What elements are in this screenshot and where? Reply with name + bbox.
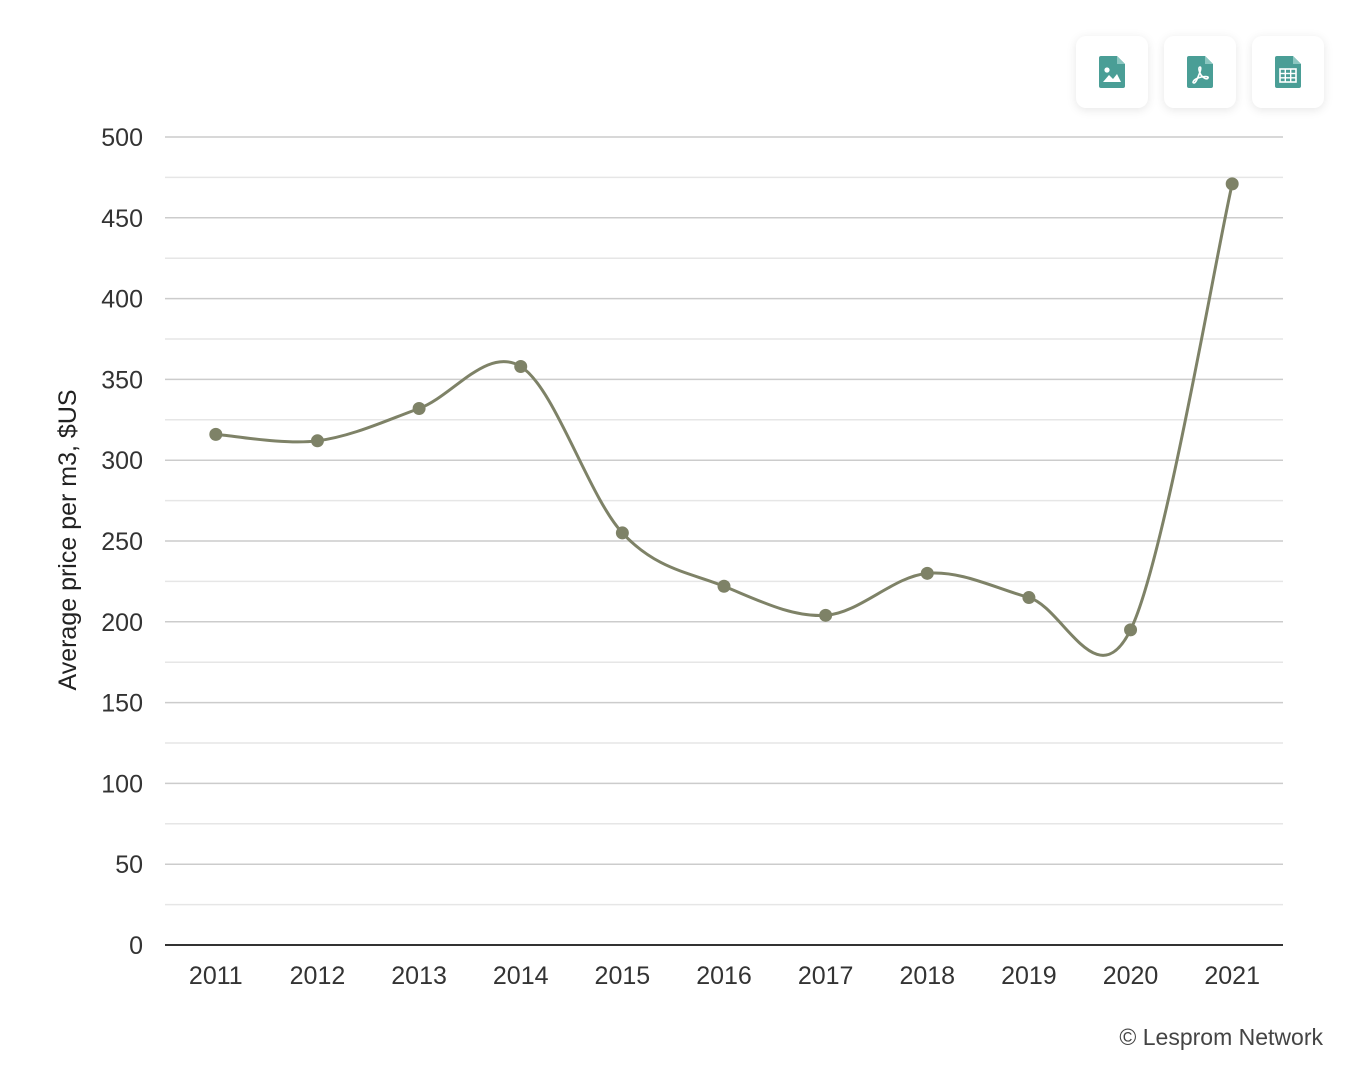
data-point[interactable] (310, 434, 324, 448)
x-tick-label: 2017 (798, 962, 854, 990)
x-tick-label: 2016 (696, 962, 752, 990)
x-tick-label: 2020 (1103, 962, 1159, 990)
y-tick-label: 150 (101, 690, 143, 718)
y-tick-label: 300 (101, 447, 143, 475)
y-tick-label: 400 (101, 286, 143, 314)
export-image-button[interactable] (1076, 36, 1148, 108)
x-tick-label: 2021 (1204, 962, 1260, 990)
y-tick-label: 500 (101, 124, 143, 152)
y-tick-label: 250 (101, 528, 143, 556)
grid (165, 136, 1283, 906)
data-point[interactable] (514, 359, 528, 373)
data-point[interactable] (209, 427, 223, 441)
file-pdf-icon (1187, 56, 1213, 88)
x-tick-label: 2019 (1001, 962, 1057, 990)
y-tick-label: 50 (115, 851, 143, 879)
data-point[interactable] (1022, 591, 1036, 605)
file-image-icon (1099, 56, 1125, 88)
credits[interactable]: © Lesprom Network (1119, 1024, 1323, 1050)
data-point[interactable] (412, 401, 426, 415)
data-point[interactable] (1225, 177, 1239, 191)
y-tick-label: 0 (129, 932, 143, 960)
y-tick-label: 450 (101, 205, 143, 233)
x-tick-label: 2011 (189, 962, 243, 990)
x-tick-label: 2013 (391, 962, 447, 990)
x-axis-ticks: 2011 2012 2013 2014 2015 2016 2017 2018 2019 2020… (189, 962, 1260, 990)
x-tick-label: 2015 (595, 962, 651, 990)
data-point[interactable] (1124, 623, 1138, 637)
x-tick-label: 2018 (899, 962, 955, 990)
export-pdf-button[interactable] (1164, 36, 1236, 108)
y-tick-label: 100 (101, 770, 143, 798)
x-tick-label: 2014 (493, 962, 549, 990)
series-layer (209, 177, 1239, 657)
data-point[interactable] (717, 579, 731, 593)
y-tick-label: 350 (101, 366, 143, 394)
data-point[interactable] (819, 608, 833, 622)
y-tick-label: 200 (101, 609, 143, 637)
export-toolbar (1076, 36, 1324, 108)
export-table-button[interactable] (1252, 36, 1324, 108)
y-axis-ticks: 0 50 100 150 200 250 300 350 400 450 500 (101, 124, 143, 960)
y-axis-title: Average price per m3, $US (54, 389, 82, 690)
data-point[interactable] (920, 566, 934, 580)
file-table-icon (1275, 56, 1301, 88)
x-tick-label: 2012 (290, 962, 346, 990)
data-point[interactable] (615, 526, 629, 540)
